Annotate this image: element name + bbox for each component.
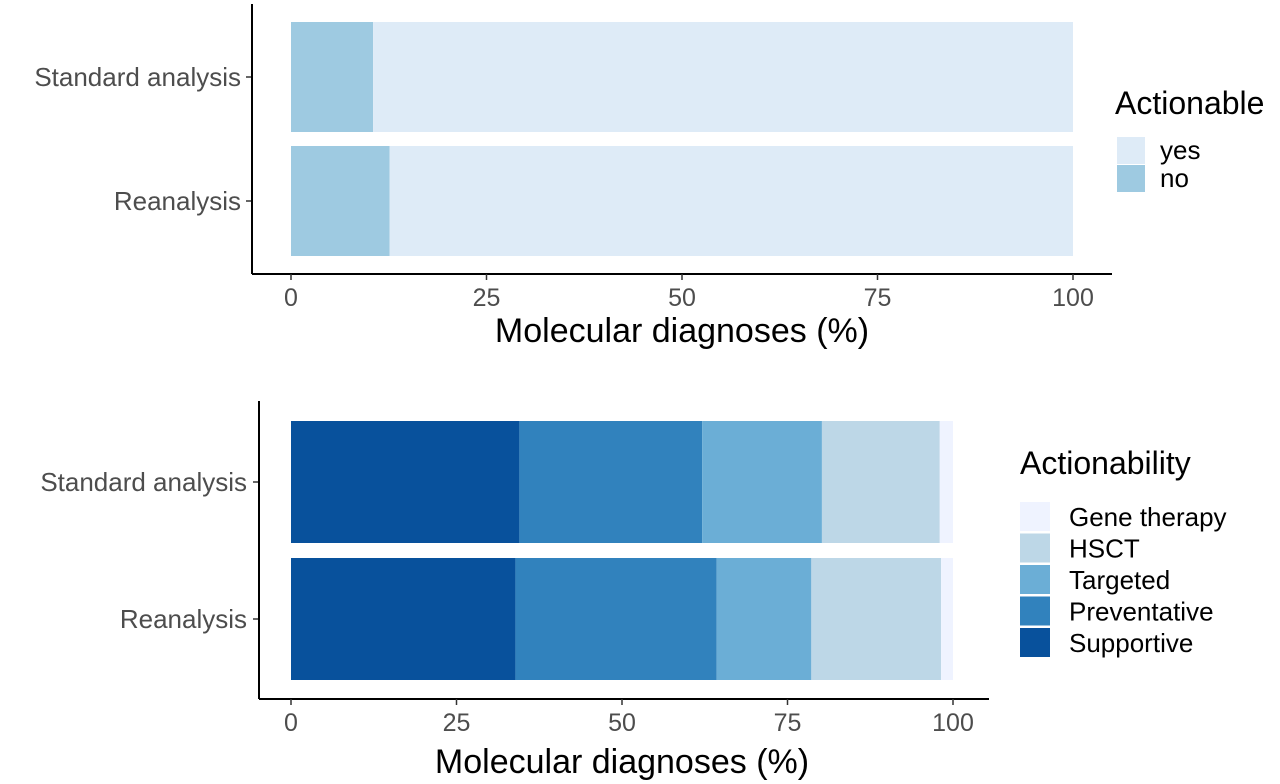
legend-label-targeted: Targeted — [1069, 565, 1170, 595]
bar-standard-analysis-preventative — [519, 421, 703, 543]
bar-reanalysis-hsct — [811, 558, 942, 680]
bar-standard-analysis-hsct — [821, 421, 940, 543]
bar-reanalysis-supportive — [291, 558, 516, 680]
legend-key-hsct — [1020, 533, 1050, 563]
bar-reanalysis-gene-therapy — [941, 558, 953, 680]
legend-label-no: no — [1160, 163, 1189, 193]
x-tick-label-25: 25 — [443, 709, 471, 737]
actionability-legend-title: Actionability — [1020, 445, 1191, 481]
actionability-axes — [253, 401, 989, 700]
legend-label-gene-therapy: Gene therapy — [1069, 502, 1227, 532]
actionability-x-axis-title: Molecular diagnoses (%) — [435, 743, 809, 781]
actionability-x-ticks: 0 25 50 75 100 — [284, 699, 974, 737]
x-tick-label-25: 25 — [473, 284, 501, 312]
actionable-x-axis-title: Molecular diagnoses (%) — [495, 312, 869, 350]
legend-label-hsct: HSCT — [1069, 534, 1140, 564]
actionable-category-labels: Standard analysis Reanalysis — [34, 62, 241, 216]
x-tick-label-75: 75 — [774, 709, 802, 737]
actionability-category-labels: Standard analysis Reanalysis — [40, 467, 247, 634]
bar-standard-analysis-targeted — [702, 421, 822, 543]
actionable-legend-title: Actionable — [1115, 85, 1264, 121]
x-tick-label-75: 75 — [864, 284, 892, 312]
actionability-legend: Actionability Gene therapyHSCTTargetedPr… — [1020, 445, 1227, 658]
legend-key-yes — [1117, 137, 1145, 164]
legend-key-gene-therapy — [1020, 502, 1050, 531]
bar-reanalysis-no — [291, 146, 390, 256]
bar-standard-analysis-gene-therapy — [939, 421, 953, 543]
actionable-panel: 0 25 50 75 100 Standard analysis Reanalysis M… — [34, 4, 1264, 350]
actionability-legend-items: Gene therapyHSCTTargetedPreventativeSupp… — [1020, 502, 1227, 658]
x-tick-label-100: 100 — [932, 709, 974, 737]
legend-key-targeted — [1020, 565, 1050, 594]
category-label-standard-analysis: Standard analysis — [40, 467, 247, 497]
bar-reanalysis-targeted — [716, 558, 812, 680]
x-tick-label-0: 0 — [284, 709, 298, 737]
legend-label-preventative: Preventative — [1069, 597, 1214, 627]
actionability-panel: 0 25 50 75 100 Standard analysis Reanalysis M… — [40, 401, 1227, 781]
bar-standard-analysis-supportive — [291, 421, 520, 543]
x-tick-label-0: 0 — [284, 284, 298, 312]
x-tick-label-50: 50 — [608, 709, 636, 737]
bar-reanalysis-yes — [389, 146, 1074, 256]
x-tick-label-100: 100 — [1052, 284, 1094, 312]
legend-key-supportive — [1020, 628, 1050, 657]
legend-key-preventative — [1020, 596, 1050, 626]
legend-key-no — [1117, 165, 1145, 192]
legend-label-supportive: Supportive — [1069, 628, 1193, 658]
bar-standard-analysis-no — [291, 22, 374, 132]
bar-reanalysis-preventative — [515, 558, 717, 680]
actionable-bars — [291, 22, 1074, 256]
x-tick-label-50: 50 — [668, 284, 696, 312]
actionable-x-ticks: 0 25 50 75 100 — [284, 274, 1094, 312]
actionability-bars — [291, 421, 953, 680]
category-label-standard-analysis: Standard analysis — [34, 62, 241, 92]
category-label-reanalysis: Reanalysis — [120, 604, 247, 634]
legend-label-yes: yes — [1160, 135, 1200, 165]
bar-standard-analysis-yes — [373, 22, 1073, 132]
category-label-reanalysis: Reanalysis — [114, 186, 241, 216]
